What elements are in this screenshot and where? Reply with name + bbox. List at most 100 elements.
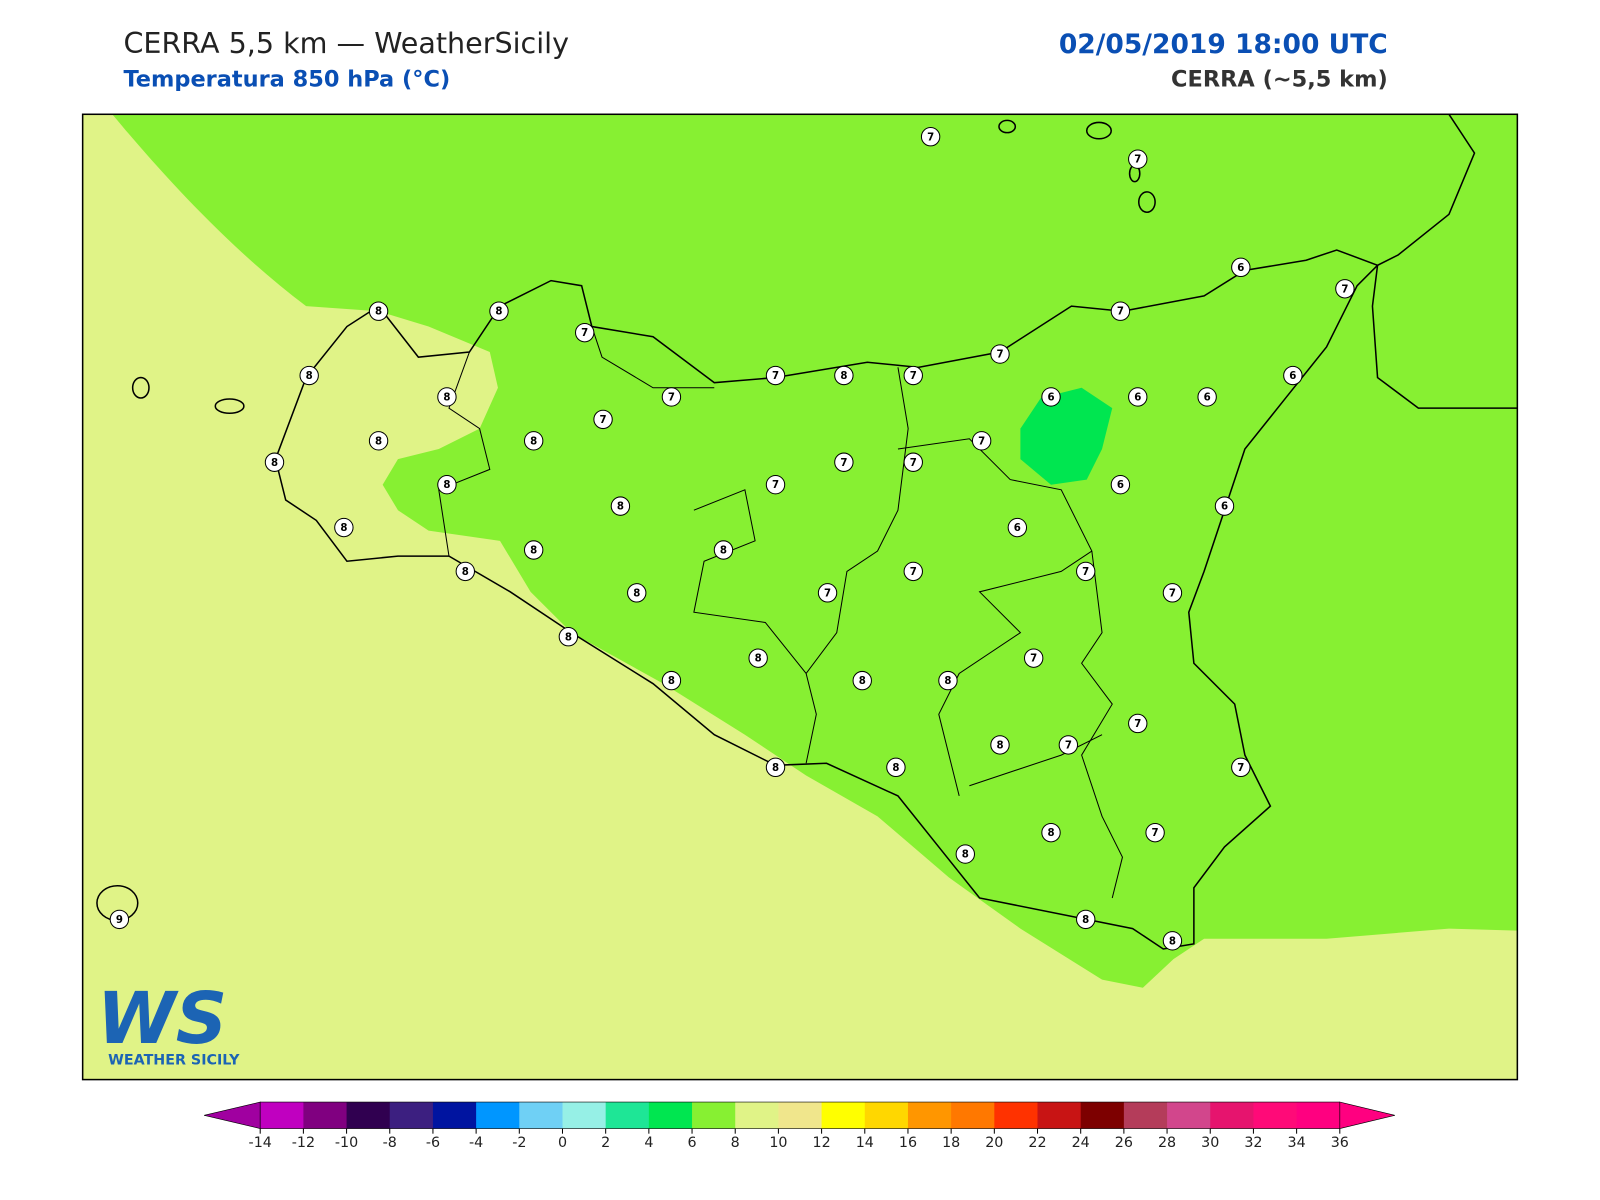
colorbar-tick-label: -12 <box>292 1135 315 1151</box>
station: 7 <box>593 409 613 430</box>
station-value: 7 <box>1117 307 1124 318</box>
station-value: 8 <box>1169 936 1176 947</box>
station-marker <box>1162 931 1183 951</box>
station: 7 <box>1058 735 1079 755</box>
station-value: 7 <box>1134 719 1141 730</box>
station: 8 <box>299 365 319 386</box>
station: 8 <box>748 648 768 668</box>
station-value: 7 <box>910 458 917 469</box>
colorbar-tick-label: 14 <box>856 1135 874 1151</box>
station-value: 7 <box>1341 284 1348 295</box>
station: 6 <box>1231 257 1251 278</box>
station-marker <box>765 365 786 386</box>
station: 7 <box>1023 648 1044 668</box>
colorbar-tick-label: -8 <box>383 1135 397 1151</box>
colorbar-bin <box>1037 1102 1082 1129</box>
station: 7 <box>971 431 992 451</box>
colorbar-bin <box>432 1102 477 1129</box>
station-value: 7 <box>996 350 1003 361</box>
station-marker <box>955 844 975 864</box>
colorbar-bin <box>994 1102 1039 1129</box>
station-marker <box>1145 822 1165 843</box>
station: 8 <box>765 757 786 778</box>
colorbar-bin <box>605 1102 650 1129</box>
station: 7 <box>1231 757 1251 778</box>
station-marker <box>368 431 389 451</box>
station-marker <box>575 322 595 343</box>
station: 8 <box>834 365 854 386</box>
station-value: 8 <box>443 392 450 403</box>
station: 8 <box>661 670 682 691</box>
colorbar-bin <box>1123 1102 1168 1129</box>
colorbar-bin <box>1167 1102 1211 1129</box>
station-marker <box>1076 561 1096 582</box>
station-value: 8 <box>340 523 347 534</box>
station-value: 6 <box>1221 502 1228 513</box>
colorbar-bin <box>907 1102 952 1129</box>
colorbar-tick-label: 16 <box>899 1135 917 1151</box>
station: 8 <box>1041 822 1061 843</box>
colorbar-tick-label: -4 <box>469 1135 483 1151</box>
station: 8 <box>990 735 1010 755</box>
colorbar-bin <box>821 1102 866 1129</box>
colorbar-tick-label: 2 <box>601 1135 610 1151</box>
colorbar-tick-label: 22 <box>1028 1135 1046 1151</box>
station-marker <box>1023 648 1044 668</box>
colorbar-bin <box>562 1102 607 1129</box>
station: 7 <box>1162 583 1183 603</box>
colorbar-bin <box>260 1102 304 1129</box>
station-marker <box>1335 279 1355 299</box>
station-marker <box>1128 387 1148 407</box>
station: 8 <box>489 301 509 321</box>
station-marker <box>920 127 941 147</box>
station-value: 6 <box>1134 392 1141 403</box>
station-marker <box>523 431 544 451</box>
island <box>1085 121 1112 140</box>
station-value: 8 <box>375 307 382 318</box>
station: 7 <box>817 583 838 603</box>
station-value: 8 <box>443 480 450 491</box>
colorbar-bin <box>1210 1102 1254 1129</box>
logo-name: WEATHER SICILY <box>108 1052 240 1068</box>
station: 7 <box>1076 561 1096 582</box>
station-value: 8 <box>462 567 469 578</box>
title: CERRA 5,5 km — WeatherSicily <box>123 26 569 60</box>
station: 7 <box>903 452 923 472</box>
station: 8 <box>264 452 285 472</box>
station-value: 6 <box>1014 523 1021 534</box>
station-marker <box>1041 387 1061 407</box>
station-value: 7 <box>1169 588 1176 599</box>
station: 7 <box>1335 279 1355 299</box>
station: 8 <box>713 540 734 560</box>
station-value: 6 <box>1117 480 1124 491</box>
station-marker <box>903 561 923 582</box>
station-value: 8 <box>772 763 779 774</box>
station: 8 <box>558 627 579 647</box>
datetime: 02/05/2019 18:00 UTC <box>1059 29 1388 60</box>
station-value: 7 <box>840 458 847 469</box>
colorbar-tick-label: 26 <box>1115 1135 1133 1151</box>
colorbar-bin <box>692 1102 736 1129</box>
station-marker <box>1058 735 1079 755</box>
station-marker <box>834 365 854 386</box>
station-value: 8 <box>633 588 640 599</box>
colorbar-tick-label: 0 <box>558 1135 567 1151</box>
station-marker <box>713 540 734 560</box>
station: 8 <box>455 561 475 582</box>
colorbar-tick-label: 8 <box>731 1135 740 1151</box>
station-marker <box>852 670 872 691</box>
station: 8 <box>955 844 975 864</box>
model-label: CERRA (~5,5 km) <box>1171 67 1388 93</box>
station: 8 <box>886 757 906 778</box>
station-marker <box>1076 909 1096 930</box>
station-marker <box>455 561 475 582</box>
station: 7 <box>990 344 1010 364</box>
colorbar-frame <box>259 1101 1341 1129</box>
station-marker <box>661 670 682 691</box>
colorbar-bin <box>864 1102 909 1129</box>
station-value: 8 <box>530 436 537 447</box>
station-value: 6 <box>1237 263 1244 274</box>
station: 6 <box>1197 387 1217 407</box>
colorbar-bin <box>1253 1102 1298 1129</box>
